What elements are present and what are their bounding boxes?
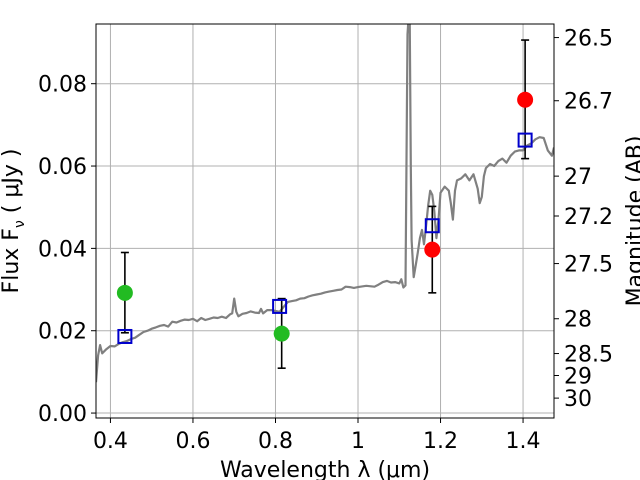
magnitude-tick-label: 27 <box>564 165 592 190</box>
y-tick-label: 0.04 <box>38 237 87 262</box>
y-tick-label: 0.08 <box>38 73 87 98</box>
model-square-point <box>272 298 288 314</box>
x-axis-label: Wavelength λ (μm) <box>220 458 430 480</box>
x-tick-label: 0.4 <box>93 429 128 454</box>
x-tick-label: 0.6 <box>175 429 210 454</box>
observed-point-green <box>273 325 290 342</box>
x-tick-label: 1.4 <box>506 429 541 454</box>
spectrum-line <box>96 24 554 383</box>
y-axis-label: Flux Fν ( μJy ) <box>0 149 28 294</box>
model-square-point <box>117 328 133 344</box>
observed-point-green <box>116 284 133 301</box>
y-tick-label: 0.06 <box>38 155 87 180</box>
magnitude-tick-label: 28 <box>564 308 592 333</box>
magnitude-axis-label: Magnitude (AB) <box>623 136 640 307</box>
x-tick-label: 1.2 <box>423 429 458 454</box>
magnitude-tick-label: 26.7 <box>564 90 613 115</box>
magnitude-tick-label: 26.5 <box>564 27 613 52</box>
observed-point-red <box>517 91 534 108</box>
plot-frame <box>95 23 555 419</box>
plot-area <box>96 24 554 383</box>
x-axis-ticks: 0.4 0.6 0.8 1 1.2 1.4 <box>93 418 541 454</box>
y-tick-label: 0.02 <box>38 320 87 345</box>
x-tick-label: 0.8 <box>258 429 293 454</box>
y-axis-ticks: 0.00 0.02 0.04 0.06 0.08 <box>38 73 96 427</box>
model-square-point <box>424 218 440 234</box>
observed-point-red <box>424 241 441 258</box>
magnitude-tick-label: 29 <box>564 365 592 390</box>
x-tick-label: 1 <box>351 429 365 454</box>
model-square-point <box>517 132 533 148</box>
grid <box>96 24 554 418</box>
magnitude-tick-label: 27.2 <box>564 205 613 230</box>
y-tick-label: 0.00 <box>38 402 87 427</box>
magnitude-tick-label: 27.5 <box>564 253 613 278</box>
magnitude-tick-label: 28.5 <box>564 343 613 368</box>
magnitude-tick-label: 30 <box>564 387 592 412</box>
